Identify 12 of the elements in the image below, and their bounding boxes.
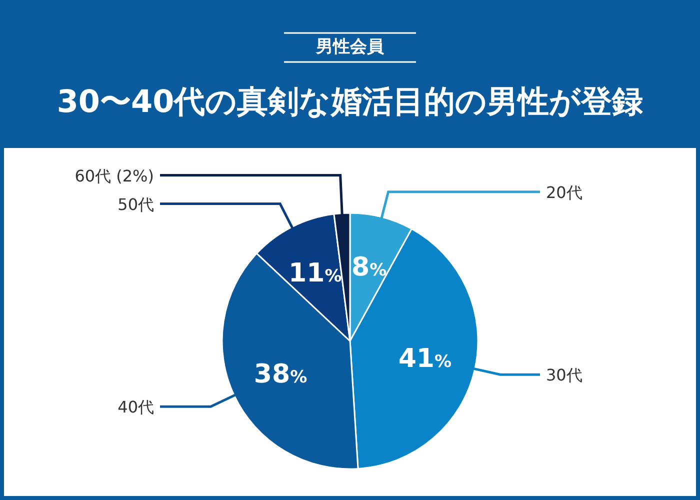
slice-label: 30代	[546, 366, 582, 385]
data-label: 8%	[352, 252, 387, 283]
slice-label: 40代	[118, 398, 154, 417]
chart-title: 30〜40代の真剣な婚活目的の男性が登録	[56, 84, 644, 120]
data-label: 38%	[254, 360, 308, 390]
data-label: 11%	[288, 258, 342, 289]
chart-subtitle: 男性会員	[315, 37, 385, 57]
slice-label: 20代	[546, 182, 582, 202]
slice-label: 60代	[74, 166, 112, 186]
data-label: 41%	[398, 344, 452, 374]
slice-label: 50代	[118, 194, 154, 214]
data-label: (2%)	[111, 166, 154, 186]
